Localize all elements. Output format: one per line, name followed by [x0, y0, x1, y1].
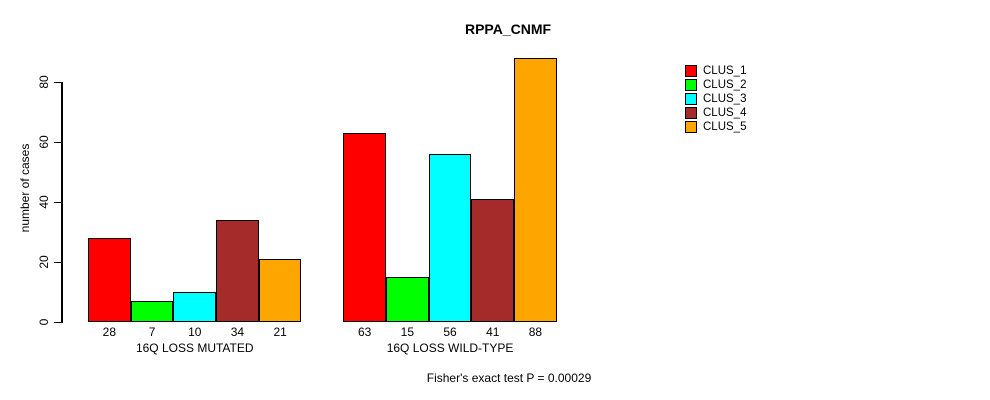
legend-label: CLUS_3 — [703, 93, 747, 105]
bar — [471, 199, 515, 322]
bar — [514, 58, 557, 322]
chart-title: RPPA_CNMF — [464, 21, 552, 37]
y-tick — [54, 202, 61, 203]
bar-value-label: 41 — [486, 325, 500, 339]
fisher-test-annotation: Fisher's exact test P = 0.00029 — [426, 371, 592, 385]
y-tick-label: 80 — [37, 75, 51, 89]
bar — [88, 238, 131, 322]
legend-swatch — [685, 93, 697, 105]
bar-value-label: 10 — [188, 325, 202, 339]
legend-item: CLUS_1 — [685, 64, 746, 78]
bar-value-label: 15 — [400, 325, 415, 339]
bar — [428, 154, 472, 322]
bar-value-label: 21 — [273, 325, 287, 339]
legend-label: CLUS_5 — [703, 121, 747, 133]
y-tick-label: 20 — [37, 255, 51, 269]
bar — [386, 277, 429, 322]
bar-value-label: 7 — [148, 325, 156, 339]
y-tick-label: 60 — [37, 135, 51, 149]
bar-value-label: 34 — [230, 325, 245, 339]
legend-item: CLUS_5 — [685, 120, 746, 134]
y-axis-line — [61, 82, 63, 323]
legend-label: CLUS_2 — [703, 79, 747, 91]
legend-label: CLUS_4 — [703, 107, 747, 119]
bar — [130, 301, 174, 322]
legend-item: CLUS_4 — [685, 106, 746, 120]
legend-label: CLUS_1 — [703, 65, 747, 77]
y-tick — [54, 82, 61, 83]
bar-value-label: 28 — [102, 325, 117, 339]
legend-item: CLUS_2 — [685, 78, 746, 92]
bar — [343, 133, 386, 322]
y-tick — [54, 322, 61, 323]
bar — [258, 259, 302, 322]
y-tick — [54, 142, 61, 143]
legend-swatch — [685, 121, 697, 133]
y-tick-label: 40 — [37, 195, 51, 209]
bar-value-label: 56 — [443, 325, 457, 339]
bar-value-label: 88 — [528, 325, 543, 339]
legend-swatch — [685, 79, 697, 91]
y-tick — [54, 262, 61, 263]
legend-swatch — [685, 107, 697, 119]
legend-item: CLUS_3 — [685, 92, 746, 106]
bar-value-label: 63 — [357, 325, 372, 339]
legend-swatch — [685, 65, 697, 77]
group-label: 16Q LOSS MUTATED — [135, 341, 254, 355]
legend: CLUS_1 CLUS_2 CLUS_3 CLUS_4 CLUS_5 — [685, 64, 746, 134]
group-label: 16Q LOSS WILD-TYPE — [386, 341, 514, 355]
y-tick-label: 0 — [37, 318, 51, 326]
bar — [216, 220, 259, 322]
bar — [173, 292, 217, 322]
